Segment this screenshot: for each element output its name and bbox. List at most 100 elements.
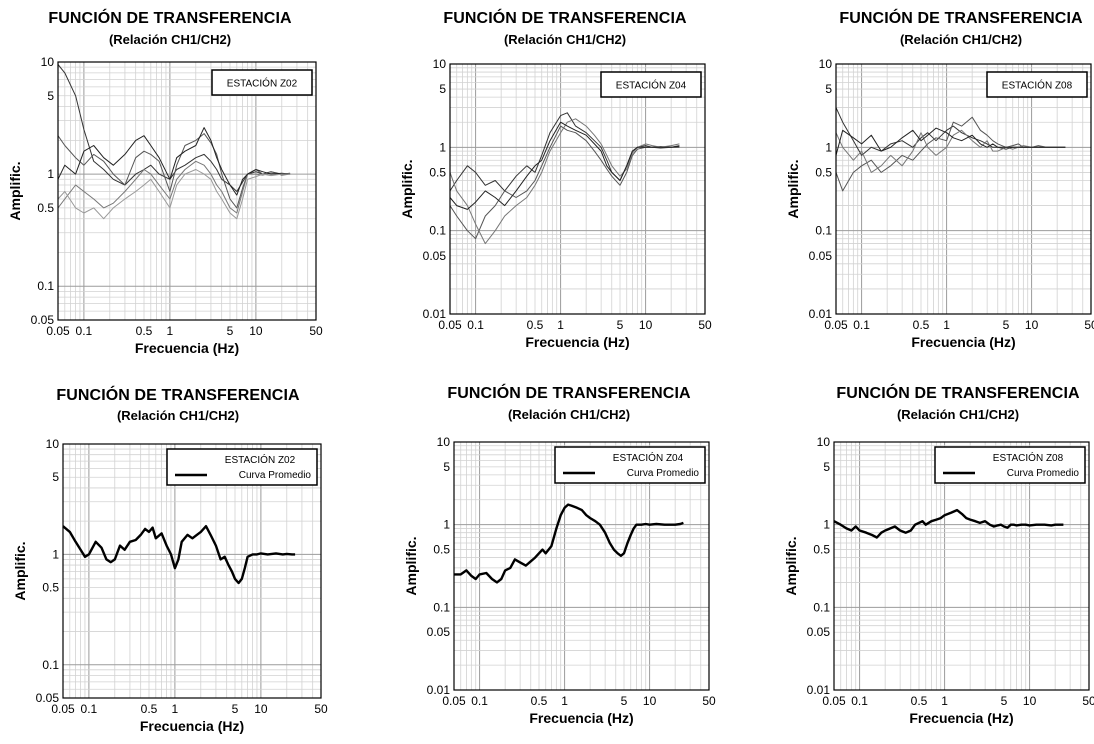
y-axis-label: Amplific. <box>12 541 28 600</box>
legend-box <box>211 69 313 96</box>
chart-title: FUNCIÓN DE TRANSFERENCIA <box>443 10 687 27</box>
legend-box <box>986 71 1088 98</box>
chart-series <box>449 112 680 245</box>
x-tick-label: 0.5 <box>913 318 930 332</box>
mean-curve <box>62 524 296 585</box>
legend-title: ESTACIÓN Z08 <box>993 451 1064 464</box>
record-curve <box>57 133 291 209</box>
y-tick-label: 5 <box>443 460 450 474</box>
chart-title: FUNCIÓN DE TRANSFERENCIA <box>836 385 1080 402</box>
chart-legend: ESTACIÓN Z08 <box>986 71 1088 98</box>
record-curve <box>449 125 680 240</box>
legend-entry: Curva Promedio <box>239 470 312 481</box>
x-tick-label: 10 <box>1023 694 1037 708</box>
y-axis-label: Amplific. <box>399 159 415 218</box>
legend-title: ESTACIÓN Z08 <box>1002 79 1073 92</box>
chart-subtitle: (Relación CH1/CH2) <box>899 32 1023 47</box>
record-curve <box>449 121 680 210</box>
y-tick-label: 0.5 <box>815 165 832 179</box>
x-tick-label: 0.05 <box>46 324 70 338</box>
y-tick-label: 0.01 <box>809 307 833 321</box>
x-tick-label: 50 <box>309 324 323 338</box>
chart-series <box>57 64 291 220</box>
y-tick-label: 0.1 <box>433 600 450 614</box>
y-tick-label: 10 <box>41 55 55 69</box>
legend-box <box>554 446 706 484</box>
x-tick-label: 50 <box>702 694 716 708</box>
chart-title: FUNCIÓN DE TRANSFERENCIA <box>56 387 300 404</box>
chart-legend: ESTACIÓN Z04 <box>600 71 702 98</box>
x-tick-label: 50 <box>698 318 712 332</box>
chart-subtitle: (Relación CH1/CH2) <box>896 407 1020 422</box>
chart-series <box>835 107 1066 192</box>
x-tick-label: 0.05 <box>51 702 75 716</box>
chart-legend: ESTACIÓN Z08 Curva Promedio <box>934 446 1086 484</box>
legend-box <box>600 71 702 98</box>
chart-subtitle: (Relación CH1/CH2) <box>503 32 627 47</box>
y-tick-label: 0.1 <box>37 279 54 293</box>
chart-legend: ESTACIÓN Z02 Curva Promedio <box>166 448 318 486</box>
x-tick-label: 0.5 <box>911 694 928 708</box>
plot-frame <box>833 441 1090 691</box>
y-tick-label: 10 <box>433 57 447 71</box>
y-tick-label: 10 <box>46 437 60 451</box>
x-axis-label: Frecuencia (Hz) <box>911 334 1015 350</box>
y-tick-label: 10 <box>819 57 833 71</box>
chart-series <box>454 503 684 584</box>
x-tick-label: 0.05 <box>824 318 848 332</box>
y-tick-label: 10 <box>437 435 451 449</box>
x-tick-label: 1 <box>941 694 948 708</box>
record-curve <box>835 129 1066 173</box>
y-tick-label: 0.01 <box>807 683 831 697</box>
y-tick-label: 1 <box>823 518 830 532</box>
y-tick-label: 0.5 <box>433 543 450 557</box>
y-tick-label: 0.5 <box>813 543 830 557</box>
y-tick-label: 0.05 <box>31 313 55 327</box>
y-tick-label: 0.5 <box>42 581 59 595</box>
x-tick-label: 10 <box>1025 318 1039 332</box>
y-tick-label: 5 <box>439 82 446 96</box>
plot-frame <box>453 441 710 691</box>
record-curve <box>57 160 291 214</box>
y-tick-label: 5 <box>825 82 832 96</box>
y-tick-label: 1 <box>443 518 450 532</box>
chart-panel: FUNCIÓN DE TRANSFERENCIA (Relación CH1/CH… <box>370 372 720 744</box>
x-tick-label: 1 <box>172 702 179 716</box>
plot-frame <box>449 63 706 315</box>
x-tick-label: 5 <box>617 318 624 332</box>
y-tick-label: 0.1 <box>429 224 446 238</box>
record-curve <box>835 127 1066 156</box>
legend-entry: Curva Promedio <box>627 468 700 479</box>
x-tick-label: 1 <box>561 694 568 708</box>
record-curve <box>57 64 291 192</box>
record-curve <box>57 127 291 196</box>
x-tick-label: 0.1 <box>471 694 488 708</box>
x-tick-label: 10 <box>254 702 268 716</box>
legend-box <box>934 446 1086 484</box>
x-tick-label: 5 <box>1001 694 1008 708</box>
x-tick-label: 0.05 <box>442 694 466 708</box>
y-axis-label: Amplific. <box>403 536 419 595</box>
y-axis-label: Amplific. <box>7 161 23 220</box>
x-tick-label: 50 <box>1084 318 1094 332</box>
y-tick-label: 0.05 <box>423 249 447 263</box>
chart-title: FUNCIÓN DE TRANSFERENCIA <box>839 10 1083 27</box>
x-tick-label: 0.05 <box>822 694 846 708</box>
x-axis-label: Frecuencia (Hz) <box>135 340 239 356</box>
x-tick-label: 0.5 <box>141 702 158 716</box>
legend-box <box>166 448 318 486</box>
chart-title: FUNCIÓN DE TRANSFERENCIA <box>48 10 292 27</box>
x-tick-label: 0.5 <box>531 694 548 708</box>
y-tick-label: 0.5 <box>37 201 54 215</box>
chart-legend: ESTACIÓN Z02 <box>211 69 313 96</box>
y-tick-label: 1 <box>825 140 832 154</box>
plot-frame <box>62 443 322 699</box>
legend-title: ESTACIÓN Z04 <box>616 79 687 92</box>
x-tick-label: 0.05 <box>438 318 462 332</box>
y-tick-label: 1 <box>47 167 54 181</box>
x-tick-label: 5 <box>227 324 234 338</box>
y-tick-label: 0.01 <box>423 307 447 321</box>
